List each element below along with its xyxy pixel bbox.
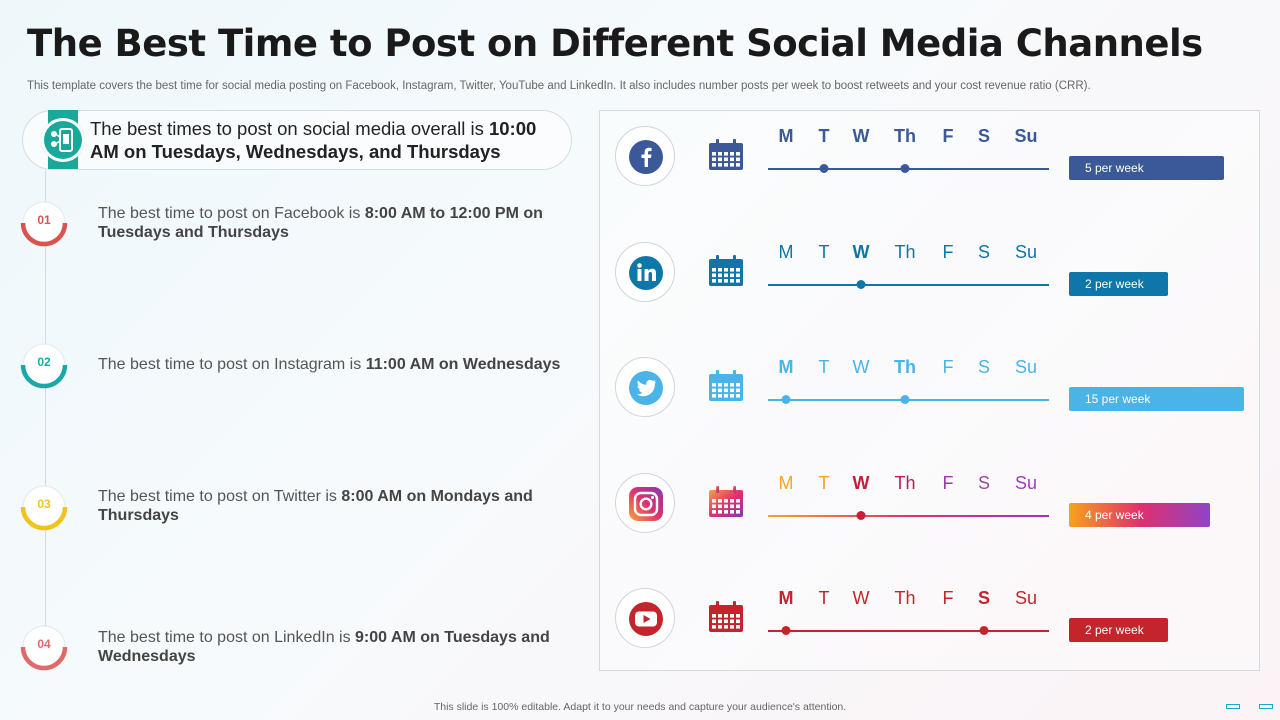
day-label: W [852, 357, 870, 377]
day-label: M [778, 242, 794, 262]
calendar-icon [708, 370, 744, 407]
twitter-icon [615, 357, 675, 417]
step-text: The best time to post on Instagram is 11… [98, 356, 561, 373]
week-track [768, 630, 1049, 632]
best-day-dot [819, 164, 829, 173]
calendar-icon [708, 139, 744, 176]
day-label: S [977, 242, 990, 262]
posts-per-week-badge: 5 per week [1069, 156, 1224, 180]
day-label: W [852, 126, 870, 146]
day-labels: M T W Th F S Su [768, 242, 1050, 282]
day-label: S [977, 126, 990, 146]
channel-row-youtube: M T W Th F S Su 2 per week [600, 588, 1261, 668]
channel-row-facebook: M T W Th F S Su 5 per week [600, 126, 1261, 206]
best-day-dot [856, 280, 866, 289]
best-day-dot [781, 626, 791, 635]
timeline-line [45, 170, 46, 650]
day-label: Th [894, 473, 916, 493]
best-day-dot [979, 626, 989, 635]
channel-panel: M T W Th F S Su 5 per week M T W Th F S Su 2 per week M T… [599, 110, 1260, 671]
day-labels: M T W Th F S Su [768, 473, 1050, 513]
linkedin-icon [615, 242, 675, 302]
day-label: Th [894, 126, 916, 146]
day-label: M [778, 126, 794, 146]
day-label: F [942, 588, 954, 608]
day-label: M [778, 357, 794, 377]
nav-next-marker[interactable] [1259, 704, 1273, 709]
channel-row-twitter: M T W Th F S Su 15 per week [600, 357, 1261, 437]
page-subtitle: This template covers the best time for s… [27, 80, 1091, 92]
day-label: Su [1014, 357, 1038, 377]
day-label: M [778, 588, 794, 608]
step-number-badge: 04 [19, 622, 69, 672]
step-text: The best time to post on LinkedIn is 9:0… [98, 629, 550, 665]
calendar-icon [708, 486, 744, 523]
best-day-dot [900, 164, 910, 173]
summary-card [22, 110, 572, 170]
day-label: W [852, 588, 870, 608]
best-day-dot [900, 395, 910, 404]
step-number-badge: 01 [19, 198, 69, 248]
posts-per-week-badge: 2 per week [1069, 618, 1168, 642]
calendar-icon [708, 255, 744, 292]
day-label: S [977, 357, 990, 377]
day-label: W [852, 473, 870, 493]
step-number-badge: 02 [19, 340, 69, 390]
day-label: W [852, 242, 870, 262]
day-label: F [942, 357, 954, 377]
step-text: The best time to post on Facebook is 8:0… [98, 205, 543, 241]
day-label: T [818, 126, 830, 146]
best-day-dot [781, 395, 791, 404]
footer-note: This slide is 100% editable. Adapt it to… [433, 701, 847, 713]
posts-per-week-badge: 2 per week [1069, 272, 1168, 296]
best-day-dot [856, 511, 866, 520]
day-label: S [977, 588, 990, 608]
facebook-icon [615, 126, 675, 186]
day-label: Su [1014, 242, 1038, 262]
nav-prev-marker[interactable] [1226, 704, 1240, 709]
day-label: F [942, 473, 954, 493]
summary-text: The best times to post on social media o… [90, 118, 537, 162]
day-label: Th [894, 357, 916, 377]
social-share-phone-icon [41, 118, 85, 162]
day-label: T [818, 242, 830, 262]
day-label: Th [894, 242, 916, 262]
day-label: T [818, 588, 830, 608]
posts-per-week-badge: 15 per week [1069, 387, 1244, 411]
channel-row-instagram: M T W Th F S Su 4 per week [600, 473, 1261, 553]
day-label: Th [894, 588, 916, 608]
page-title: The Best Time to Post on Different Socia… [27, 22, 1203, 65]
day-label: T [818, 473, 830, 493]
step-number-badge: 03 [19, 482, 69, 532]
calendar-icon [708, 601, 744, 638]
day-label: Su [1014, 126, 1038, 146]
day-label: S [977, 473, 990, 493]
day-label: F [942, 242, 954, 262]
day-labels: M T W Th F S Su [768, 126, 1050, 166]
week-track [768, 284, 1049, 286]
day-label: M [778, 473, 794, 493]
posts-per-week-badge: 4 per week [1069, 503, 1210, 527]
step-text: The best time to post on Twitter is 8:00… [98, 488, 533, 524]
week-track [768, 515, 1049, 517]
day-label: Su [1014, 473, 1038, 493]
youtube-icon [615, 588, 675, 648]
day-label: T [818, 357, 830, 377]
day-label: F [942, 126, 954, 146]
channel-row-linkedin: M T W Th F S Su 2 per week [600, 242, 1261, 322]
day-labels: M T W Th F S Su [768, 357, 1050, 397]
instagram-icon [615, 473, 675, 533]
day-label: Su [1014, 588, 1038, 608]
day-labels: M T W Th F S Su [768, 588, 1050, 628]
